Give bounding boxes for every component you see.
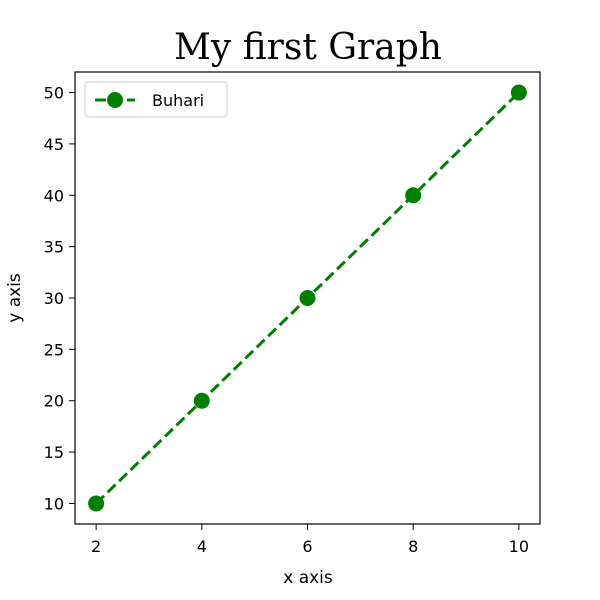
legend: Buhari [84, 81, 228, 118]
legend-label: Buhari [152, 91, 204, 110]
x-axis-ticks: 2 4 6 8 10 [91, 524, 529, 556]
data-point [193, 392, 210, 409]
y-tick-label: 50 [44, 84, 64, 103]
y-tick-label: 30 [44, 289, 64, 308]
x-tick-label: 8 [408, 537, 418, 556]
x-axis-label: x axis [283, 568, 333, 588]
legend-marker [107, 92, 123, 108]
y-tick-label: 40 [44, 186, 64, 205]
y-tick-label: 15 [44, 443, 64, 462]
y-tick-label: 20 [44, 392, 64, 411]
y-tick-label: 10 [44, 494, 64, 513]
x-tick-label: 2 [91, 537, 101, 556]
y-axis-ticks: 10 15 20 25 30 35 40 45 50 [44, 84, 75, 513]
plot-frame [74, 71, 541, 525]
y-tick-label: 35 [44, 238, 64, 257]
series-layer [88, 84, 527, 512]
x-tick-label: 6 [302, 537, 312, 556]
x-tick-label: 10 [509, 537, 529, 556]
data-point [405, 187, 422, 204]
y-tick-label: 25 [44, 340, 64, 359]
data-point [510, 84, 527, 101]
chart-title: My first Graph [174, 27, 442, 68]
y-axis-label: y axis [5, 273, 25, 323]
legend-box [84, 81, 228, 118]
data-point [299, 290, 316, 306]
data-point [88, 495, 105, 512]
y-tick-label: 45 [44, 135, 64, 154]
x-tick-label: 4 [197, 537, 207, 556]
